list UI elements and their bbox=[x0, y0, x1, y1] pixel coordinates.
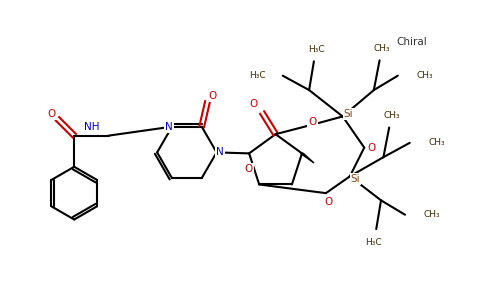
Text: Si: Si bbox=[344, 109, 353, 119]
Text: H₃C: H₃C bbox=[249, 71, 266, 80]
Text: CH₃: CH₃ bbox=[423, 210, 440, 219]
Text: CH₃: CH₃ bbox=[428, 138, 445, 147]
Text: O: O bbox=[367, 142, 376, 153]
Text: CH₃: CH₃ bbox=[416, 71, 433, 80]
Text: H₃C: H₃C bbox=[308, 45, 325, 54]
Text: O: O bbox=[47, 109, 56, 119]
Text: O: O bbox=[308, 117, 317, 127]
Text: N: N bbox=[165, 122, 172, 132]
Polygon shape bbox=[301, 153, 314, 163]
Text: CH₃: CH₃ bbox=[374, 44, 390, 53]
Text: O: O bbox=[250, 99, 258, 109]
Text: O: O bbox=[324, 197, 333, 207]
Text: H₃C: H₃C bbox=[365, 238, 382, 247]
Text: NH: NH bbox=[84, 122, 99, 132]
Text: Chiral: Chiral bbox=[397, 37, 427, 47]
Text: CH₃: CH₃ bbox=[383, 111, 400, 120]
Text: O: O bbox=[244, 164, 253, 174]
Text: N: N bbox=[216, 147, 224, 158]
Text: O: O bbox=[208, 91, 216, 101]
Text: Si: Si bbox=[351, 174, 361, 184]
